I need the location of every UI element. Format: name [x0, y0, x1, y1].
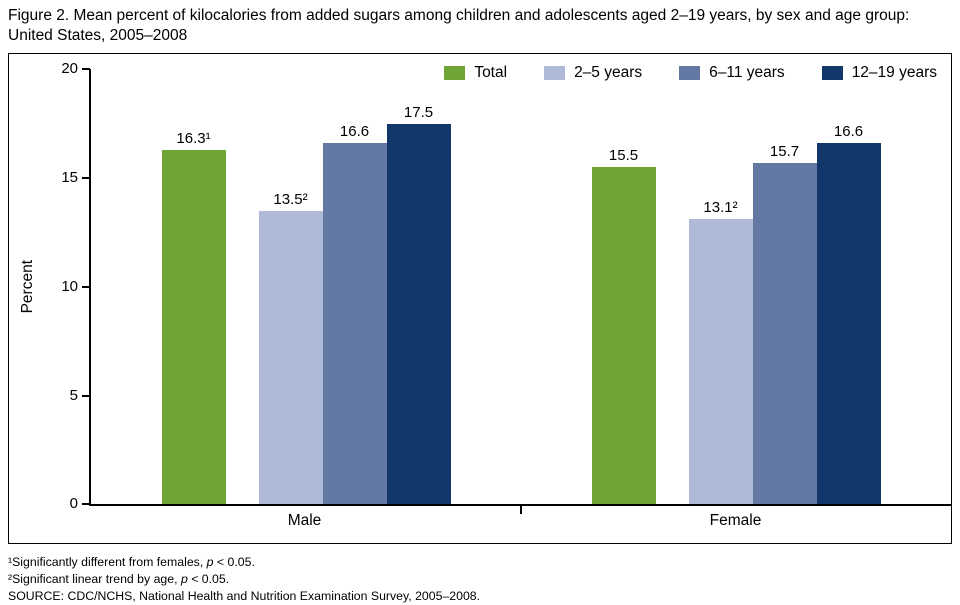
plot-area: 0 5 10 15 20 16.3¹ 13.5² 16.6 17.5 15.5 13.1² 15.7 1… — [61, 60, 951, 515]
footnote-text: ¹Significantly different from females, — [8, 555, 207, 570]
bar-column: 17.5 — [386, 69, 451, 505]
bar-column: 16.6 — [322, 69, 387, 505]
bar-column: 15.5 — [591, 69, 656, 505]
x-axis-category-labels: Male Female — [89, 512, 951, 530]
footnotes: ¹Significantly different from females, p… — [8, 554, 952, 605]
bar-value-label: 16.3¹ — [176, 129, 211, 147]
y-axis-title: Percent — [19, 69, 37, 504]
legend-item: 6–11 years — [679, 64, 785, 82]
legend-item: 12–19 years — [821, 64, 937, 82]
y-tick — [82, 503, 90, 506]
bar-value-label: 16.6 — [339, 123, 370, 141]
x-axis-divider-tick — [520, 506, 522, 515]
bar-column: 13.5² — [258, 69, 323, 505]
bar-12–19-years — [386, 123, 451, 505]
figure-title: Figure 2. Mean percent of kilocalories f… — [8, 7, 910, 45]
y-tick — [82, 68, 90, 71]
bar-total — [591, 167, 656, 505]
legend-swatch — [444, 66, 466, 81]
bar-2–5-years — [258, 210, 323, 505]
legend-label: 12–19 years — [851, 64, 937, 82]
chart-frame: Total 2–5 years 6–11 years 12–19 years Perc… — [8, 53, 952, 545]
bar-6–11-years — [322, 143, 387, 505]
bar-6–11-years — [752, 162, 817, 505]
y-tick — [82, 177, 90, 180]
footnote-text: ²Significant linear trend by age, — [8, 572, 181, 587]
bar-value-label: 13.1² — [703, 199, 738, 217]
footnote-text: SOURCE: CDC/NCHS, National Health and Nu… — [8, 589, 481, 604]
x-category-label: Male — [287, 512, 322, 530]
bar-12–19-years — [816, 143, 881, 505]
x-category-label: Female — [709, 512, 762, 530]
footnote-text: < 0.05. — [213, 555, 255, 570]
footnote: SOURCE: CDC/NCHS, National Health and Nu… — [8, 588, 952, 605]
bar-2–5-years — [688, 219, 753, 505]
legend-swatch — [821, 66, 843, 81]
footnote: ²Significant linear trend by age, p < 0.… — [8, 571, 952, 588]
y-tick-label: 15 — [61, 169, 78, 187]
bar-value-label: 13.5² — [273, 190, 308, 208]
legend-swatch — [679, 66, 701, 81]
y-tick-label: 10 — [61, 277, 78, 295]
y-tick-label: 5 — [69, 386, 78, 404]
bar-total — [161, 149, 226, 505]
footnote-text: p — [206, 555, 214, 570]
footnote-text: p — [180, 572, 188, 587]
legend-label: 6–11 years — [709, 64, 785, 82]
legend-label: 2–5 years — [574, 64, 643, 82]
bar-column: 15.7 — [752, 69, 817, 505]
bar-value-label: 15.5 — [608, 147, 639, 165]
y-axis-title-text: Percent — [19, 260, 36, 314]
y-tick — [82, 285, 90, 288]
y-tick-label: 0 — [69, 495, 78, 513]
legend-item: Total — [444, 64, 507, 82]
bar-value-label: 16.6 — [833, 123, 864, 141]
bar-group-male: 16.3¹ 13.5² 16.6 17.5 — [91, 69, 521, 505]
bar-value-label: 17.5 — [403, 103, 434, 121]
bar-column: 16.3¹ — [161, 69, 226, 505]
legend: Total 2–5 years 6–11 years 12–19 years — [444, 64, 937, 82]
y-tick-label: 20 — [61, 60, 78, 78]
footnote: ¹Significantly different from females, p… — [8, 554, 952, 571]
bar-value-label: 15.7 — [769, 142, 800, 160]
y-tick — [82, 394, 90, 397]
bar-column: 16.6 — [816, 69, 881, 505]
bar-group-female: 15.5 13.1² 15.7 16.6 — [521, 69, 951, 505]
footnote-text: < 0.05. — [187, 572, 230, 587]
bar-column: 13.1² — [688, 69, 753, 505]
legend-item: 2–5 years — [544, 64, 642, 82]
legend-label: Total — [474, 64, 508, 82]
legend-swatch — [544, 66, 566, 81]
